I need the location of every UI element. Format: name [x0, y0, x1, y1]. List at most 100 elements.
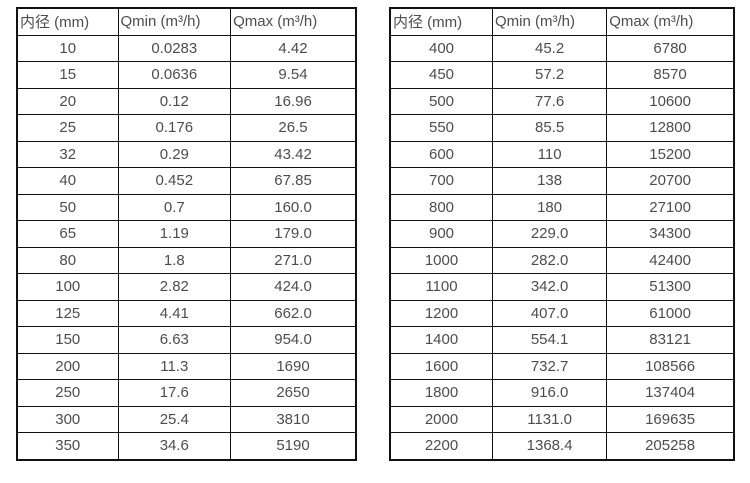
- table-row: 1100 342.0 51300: [389, 273, 735, 301]
- table-header-row: 内径 (mm) Qmin (m³/h) Qmax (m³/h): [16, 7, 357, 36]
- cell-qmin: 4.41: [117, 299, 232, 327]
- cell-diameter: 550: [389, 114, 493, 142]
- table-row: 250 17.6 2650: [16, 379, 357, 407]
- cell-qmax: 27100: [606, 193, 735, 221]
- table-row: 1000 282.0 42400: [389, 246, 735, 274]
- table-row: 900 229.0 34300: [389, 220, 735, 248]
- cell-qmax: 10600: [606, 87, 735, 115]
- table-body: 400 45.2 6780 450 57.2 8570 500 77.6 10600 550 85.…: [389, 34, 735, 460]
- cell-qmin: 282.0: [491, 246, 608, 274]
- cell-qmax: 67.85: [230, 167, 357, 195]
- table-row: 1800 916.0 137404: [389, 379, 735, 407]
- table-row: 65 1.19 179.0: [16, 220, 357, 248]
- table-row: 450 57.2 8570: [389, 61, 735, 89]
- cell-diameter: 500: [389, 87, 493, 115]
- cell-diameter: 800: [389, 193, 493, 221]
- table-row: 100 2.82 424.0: [16, 273, 357, 301]
- cell-qmax: 51300: [606, 273, 735, 301]
- table-row: 20 0.12 16.96: [16, 87, 357, 115]
- cell-diameter: 350: [16, 432, 119, 460]
- table-row: 700 138 20700: [389, 167, 735, 195]
- table-row: 50 0.7 160.0: [16, 193, 357, 221]
- cell-qmax: 954.0: [230, 326, 357, 354]
- table-row: 150 6.63 954.0: [16, 326, 357, 354]
- cell-qmin: 0.176: [117, 114, 232, 142]
- column-header-1: Qmin (m³/h): [491, 7, 608, 36]
- cell-diameter: 1800: [389, 379, 493, 407]
- cell-qmax: 160.0: [230, 193, 357, 221]
- cell-qmax: 1690: [230, 352, 357, 380]
- cell-qmax: 6780: [606, 34, 735, 62]
- cell-qmax: 5190: [230, 432, 357, 460]
- cell-qmax: 4.42: [230, 34, 357, 62]
- cell-qmax: 26.5: [230, 114, 357, 142]
- cell-qmin: 1.19: [117, 220, 232, 248]
- table-row: 200 11.3 1690: [16, 352, 357, 380]
- table-row: 400 45.2 6780: [389, 34, 735, 62]
- cell-diameter: 900: [389, 220, 493, 248]
- cell-qmin: 138: [491, 167, 608, 195]
- table-row: 550 85.5 12800: [389, 114, 735, 142]
- cell-qmax: 61000: [606, 299, 735, 327]
- cell-qmax: 137404: [606, 379, 735, 407]
- cell-qmin: 407.0: [491, 299, 608, 327]
- cell-qmin: 0.7: [117, 193, 232, 221]
- table-row: 2000 1131.0 169635: [389, 405, 735, 433]
- table-header-row: 内径 (mm) Qmin (m³/h) Qmax (m³/h): [389, 7, 735, 36]
- cell-qmin: 732.7: [491, 352, 608, 380]
- cell-diameter: 80: [16, 246, 119, 274]
- table-row: 600 110 15200: [389, 140, 735, 168]
- cell-qmax: 42400: [606, 246, 735, 274]
- cell-qmin: 17.6: [117, 379, 232, 407]
- cell-diameter: 2200: [389, 432, 493, 460]
- cell-qmax: 20700: [606, 167, 735, 195]
- cell-qmin: 1368.4: [491, 432, 608, 460]
- table-row: 32 0.29 43.42: [16, 140, 357, 168]
- cell-diameter: 32: [16, 140, 119, 168]
- cell-diameter: 700: [389, 167, 493, 195]
- table-row: 25 0.176 26.5: [16, 114, 357, 142]
- cell-diameter: 40: [16, 167, 119, 195]
- cell-qmin: 0.0636: [117, 61, 232, 89]
- cell-qmax: 83121: [606, 326, 735, 354]
- column-header-1: Qmin (m³/h): [117, 7, 232, 36]
- cell-qmax: 43.42: [230, 140, 357, 168]
- cell-diameter: 2000: [389, 405, 493, 433]
- cell-qmin: 916.0: [491, 379, 608, 407]
- cell-diameter: 150: [16, 326, 119, 354]
- cell-diameter: 400: [389, 34, 493, 62]
- flow-table-large-diameters: 内径 (mm) Qmin (m³/h) Qmax (m³/h) 400 45.2 678…: [389, 7, 735, 461]
- cell-qmax: 271.0: [230, 246, 357, 274]
- cell-qmin: 0.29: [117, 140, 232, 168]
- cell-diameter: 1100: [389, 273, 493, 301]
- cell-diameter: 600: [389, 140, 493, 168]
- header-row: 内径 (mm) Qmin (m³/h) Qmax (m³/h): [389, 7, 735, 36]
- cell-qmax: 169635: [606, 405, 735, 433]
- cell-diameter: 25: [16, 114, 119, 142]
- cell-qmin: 110: [491, 140, 608, 168]
- cell-qmin: 0.0283: [117, 34, 232, 62]
- cell-qmin: 11.3: [117, 352, 232, 380]
- column-header-0: 内径 (mm): [16, 7, 119, 36]
- table-row: 125 4.41 662.0: [16, 299, 357, 327]
- cell-qmin: 342.0: [491, 273, 608, 301]
- cell-qmax: 662.0: [230, 299, 357, 327]
- cell-qmin: 554.1: [491, 326, 608, 354]
- cell-diameter: 450: [389, 61, 493, 89]
- column-header-2: Qmax (m³/h): [230, 7, 357, 36]
- cell-qmin: 34.6: [117, 432, 232, 460]
- flow-table-small-diameters: 内径 (mm) Qmin (m³/h) Qmax (m³/h) 10 0.0283 4.…: [16, 7, 357, 461]
- cell-diameter: 125: [16, 299, 119, 327]
- table-row: 350 34.6 5190: [16, 432, 357, 460]
- cell-qmax: 108566: [606, 352, 735, 380]
- cell-diameter: 250: [16, 379, 119, 407]
- table-row: 500 77.6 10600: [389, 87, 735, 115]
- cell-qmin: 229.0: [491, 220, 608, 248]
- cell-qmin: 1131.0: [491, 405, 608, 433]
- cell-diameter: 20: [16, 87, 119, 115]
- cell-diameter: 100: [16, 273, 119, 301]
- header-row: 内径 (mm) Qmin (m³/h) Qmax (m³/h): [16, 7, 357, 36]
- cell-qmin: 1.8: [117, 246, 232, 274]
- table-row: 800 180 27100: [389, 193, 735, 221]
- table-row: 300 25.4 3810: [16, 405, 357, 433]
